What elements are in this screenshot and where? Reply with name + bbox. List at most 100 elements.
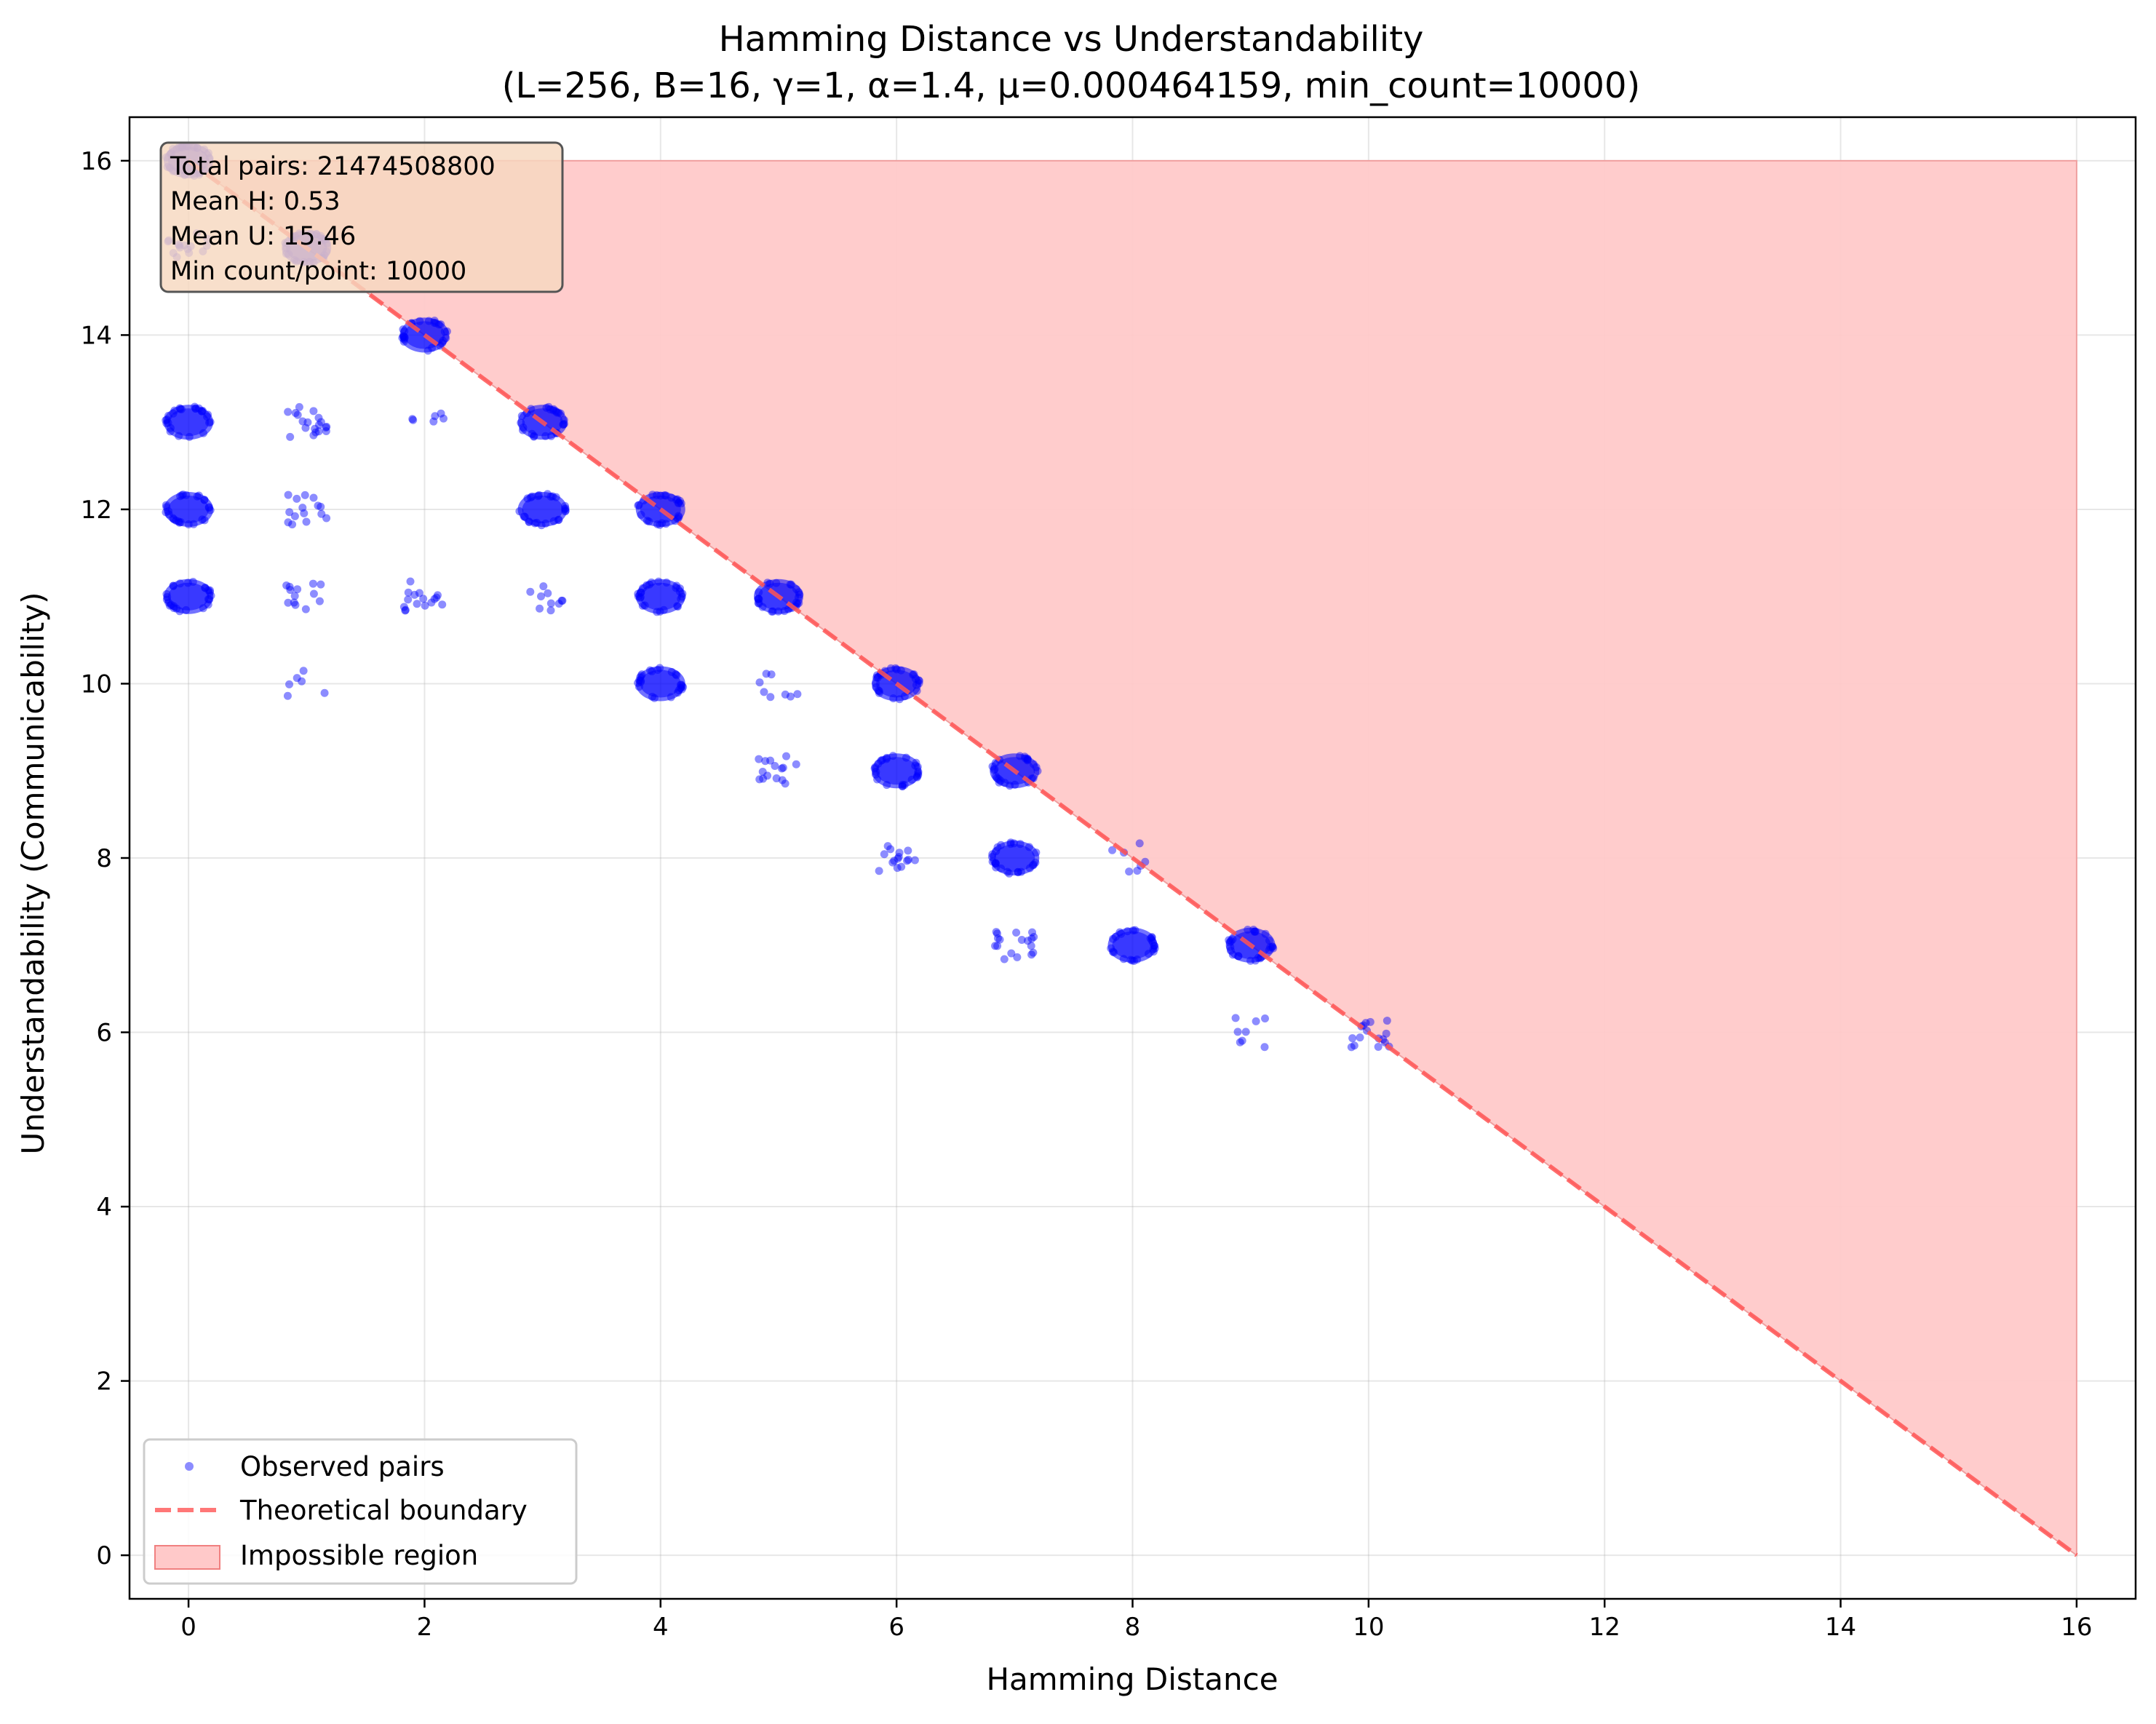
observed-point (191, 404, 200, 413)
observed-point (794, 593, 803, 602)
observed-point (536, 604, 544, 613)
observed-point (991, 942, 1000, 950)
observed-point (293, 674, 301, 683)
observed-point (549, 406, 557, 415)
observed-point (437, 320, 445, 329)
observed-point (997, 864, 1006, 873)
observed-point (911, 761, 920, 770)
observed-point (1029, 760, 1038, 768)
observed-point (541, 432, 550, 440)
observed-point (1236, 1038, 1244, 1046)
observed-point (1374, 1042, 1383, 1051)
observed-point (656, 664, 664, 672)
observed-point (542, 403, 551, 412)
observed-point (777, 764, 786, 773)
legend-region-label: Impossible region (240, 1540, 478, 1571)
observed-point (554, 600, 563, 608)
observed-point (653, 520, 662, 528)
observed-point (1017, 936, 1026, 945)
theoretical-boundary-layer (187, 159, 2078, 1557)
y-tick-label: 2 (96, 1367, 112, 1397)
observed-point (991, 859, 1000, 868)
observed-point (177, 405, 186, 413)
observed-point (284, 598, 293, 607)
observed-cluster-8-7 (1107, 926, 1159, 965)
y-tick-label: 10 (81, 670, 112, 699)
observed-point (440, 327, 449, 336)
observed-point (900, 781, 909, 790)
observed-point (988, 857, 997, 866)
observed-point (546, 599, 555, 608)
observed-cluster-2-11 (399, 577, 447, 615)
observed-point (645, 580, 653, 589)
observed-point (755, 595, 763, 603)
observed-point (520, 512, 528, 521)
observed-point (293, 494, 301, 503)
observed-point (1268, 942, 1277, 951)
observed-point (892, 665, 901, 674)
observed-point (162, 415, 171, 424)
observed-point (1144, 950, 1153, 958)
observed-point (1117, 929, 1126, 938)
observed-point (678, 589, 687, 598)
observed-point (165, 601, 174, 610)
observed-point (290, 592, 299, 600)
observed-point (673, 515, 682, 523)
observed-point (754, 599, 763, 608)
observed-point (175, 432, 183, 440)
x-tick-label: 6 (888, 1613, 904, 1642)
observed-point (1110, 948, 1118, 957)
observed-point (1366, 1017, 1375, 1026)
observed-point (672, 584, 680, 592)
y-tick-label: 6 (96, 1019, 112, 1048)
observed-cluster-7-8 (987, 838, 1041, 878)
observed-point (875, 688, 883, 697)
observed-point (1030, 860, 1038, 869)
observed-point (787, 580, 796, 589)
observed-point (322, 514, 331, 523)
observed-cluster-5-10 (755, 670, 802, 702)
observed-point (656, 607, 664, 616)
observed-point (990, 766, 998, 774)
observed-point (549, 517, 558, 525)
observed-point (1126, 956, 1135, 964)
observed-point (311, 424, 319, 433)
observed-point (988, 762, 997, 771)
observed-point (525, 517, 533, 526)
observed-point (894, 852, 903, 861)
observed-point (552, 407, 560, 416)
observed-point (527, 405, 536, 413)
observed-point (1027, 950, 1036, 959)
observed-point (301, 490, 309, 499)
observed-point (1261, 929, 1270, 938)
chart-subtitle: (L=256, B=16, γ=1, α=1.4, μ=0.000464159,… (502, 65, 1640, 106)
observed-point (677, 682, 686, 691)
observed-point (893, 864, 902, 873)
observed-point (762, 670, 771, 678)
observed-point (793, 600, 802, 608)
x-tick-label: 2 (417, 1613, 433, 1642)
observed-point (309, 579, 317, 588)
stats-total-pairs: Total pairs: 21474508800 (170, 152, 496, 181)
observed-point (1254, 953, 1262, 962)
observed-point (546, 492, 555, 501)
observed-point (1005, 869, 1014, 878)
observed-point (433, 591, 442, 600)
observed-point (992, 772, 1001, 781)
observed-point (886, 664, 895, 672)
observed-point (206, 506, 215, 515)
observed-point (320, 688, 329, 697)
observed-point (298, 504, 307, 512)
observed-point (519, 423, 528, 432)
observed-point (1000, 955, 1009, 964)
observed-point (653, 490, 661, 499)
observed-point (673, 602, 682, 611)
observed-point (549, 492, 557, 501)
observed-point (534, 492, 543, 501)
observed-point (1012, 928, 1021, 937)
observed-point (987, 853, 996, 862)
y-tick-label: 0 (96, 1541, 112, 1570)
observed-point (643, 581, 651, 589)
observed-point (992, 928, 1001, 937)
